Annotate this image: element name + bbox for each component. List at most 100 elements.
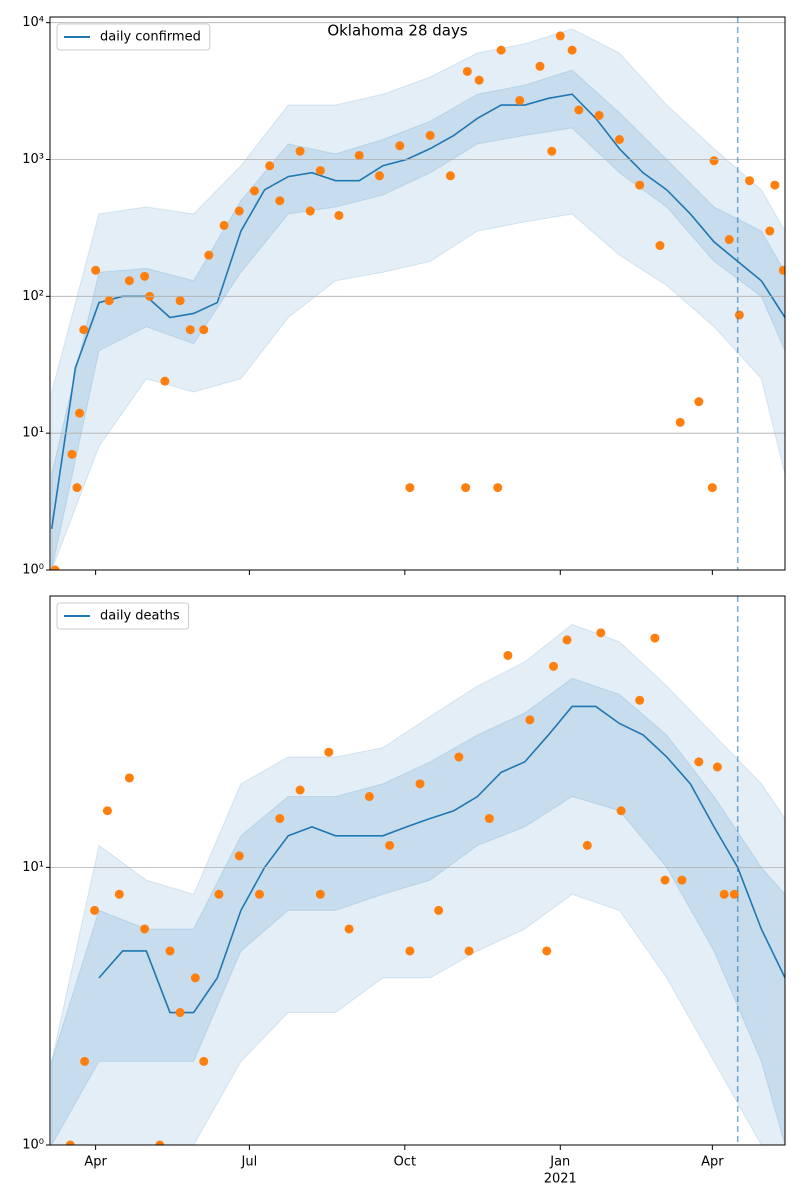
data-point xyxy=(405,946,415,956)
data-point xyxy=(295,146,305,156)
data-point xyxy=(745,176,755,186)
axes-frame xyxy=(49,16,786,571)
data-point xyxy=(50,565,60,570)
data-point xyxy=(324,747,334,757)
data-point xyxy=(675,417,685,427)
legend-box xyxy=(56,602,190,630)
data-point xyxy=(315,166,325,176)
series-line xyxy=(50,93,785,529)
data-point xyxy=(734,310,744,320)
data-point xyxy=(635,695,645,705)
legend-box xyxy=(56,23,211,51)
data-point xyxy=(199,1056,209,1066)
series-line xyxy=(98,705,785,1014)
data-point xyxy=(525,715,535,725)
confidence-band xyxy=(51,28,785,570)
legend-label: daily deaths xyxy=(100,609,180,624)
legend: daily deaths xyxy=(56,602,190,630)
data-point xyxy=(160,376,170,386)
data-point xyxy=(454,752,464,762)
data-point xyxy=(219,220,229,230)
data-point xyxy=(305,206,315,216)
x-tick-label: Jul xyxy=(241,1155,258,1170)
data-point xyxy=(707,483,717,493)
data-point xyxy=(65,1140,75,1145)
data-point xyxy=(67,449,77,459)
y-tick-label: 10⁴ xyxy=(22,15,44,30)
data-point xyxy=(344,924,354,934)
data-point xyxy=(80,1056,90,1066)
data-point xyxy=(655,241,665,251)
data-point xyxy=(72,483,82,493)
data-point xyxy=(778,265,785,275)
data-point xyxy=(385,840,395,850)
data-point xyxy=(234,851,244,861)
data-point xyxy=(712,762,722,772)
data-point xyxy=(549,661,559,671)
data-point xyxy=(140,271,150,281)
data-point xyxy=(91,265,101,275)
data-point xyxy=(315,889,325,899)
x-tick-label: Apr xyxy=(84,1155,107,1170)
data-point xyxy=(660,875,670,885)
y-tick-label: 10⁰ xyxy=(22,1138,44,1153)
x-tick-label: Apr xyxy=(701,1155,724,1170)
data-point xyxy=(515,95,525,105)
data-point xyxy=(75,408,85,418)
data-point xyxy=(709,156,719,166)
data-point xyxy=(461,483,471,493)
data-point xyxy=(434,905,444,915)
data-point xyxy=(765,226,775,236)
data-point xyxy=(175,296,185,306)
data-point xyxy=(464,946,474,956)
data-point xyxy=(462,66,472,76)
x-tick-label: Oct xyxy=(394,1155,416,1170)
data-point xyxy=(155,1140,165,1145)
data-point xyxy=(694,397,704,407)
data-point xyxy=(255,889,265,899)
x-year-label: 2021 xyxy=(544,1172,577,1187)
y-tick-label: 10⁰ xyxy=(22,563,44,578)
data-point xyxy=(114,889,124,899)
data-point xyxy=(614,135,624,145)
legend-label: daily confirmed xyxy=(100,30,201,45)
data-point xyxy=(190,973,200,983)
data-point xyxy=(102,806,112,816)
y-tick-label: 10² xyxy=(22,289,44,304)
chart-title: Oklahoma 28 days xyxy=(327,22,468,40)
data-point xyxy=(395,141,405,151)
data-point xyxy=(582,840,592,850)
data-point xyxy=(275,814,285,824)
data-point xyxy=(249,186,259,196)
data-point xyxy=(484,814,494,824)
data-point xyxy=(594,110,604,120)
data-point xyxy=(185,325,195,335)
data-point xyxy=(650,633,660,643)
y-tick-label: 10³ xyxy=(22,152,44,167)
data-point xyxy=(234,206,244,216)
confidence-band xyxy=(51,623,785,1145)
data-point xyxy=(677,875,687,885)
data-point xyxy=(493,483,503,493)
data-point xyxy=(555,31,565,41)
data-point xyxy=(616,806,626,816)
data-point xyxy=(374,171,384,181)
data-point xyxy=(496,45,506,55)
plot-area xyxy=(51,623,785,1145)
confidence-band xyxy=(51,677,785,1145)
data-point xyxy=(165,946,175,956)
data-point xyxy=(354,150,364,160)
data-point xyxy=(729,889,739,899)
data-point xyxy=(175,1008,185,1018)
data-point xyxy=(503,650,513,660)
data-point xyxy=(445,171,455,181)
data-point xyxy=(124,773,134,783)
legend: daily confirmed xyxy=(56,23,211,51)
data-point xyxy=(124,276,134,286)
data-point xyxy=(562,635,572,645)
data-point xyxy=(140,924,150,934)
data-point xyxy=(199,325,209,335)
data-point xyxy=(90,905,100,915)
data-point xyxy=(635,180,645,190)
